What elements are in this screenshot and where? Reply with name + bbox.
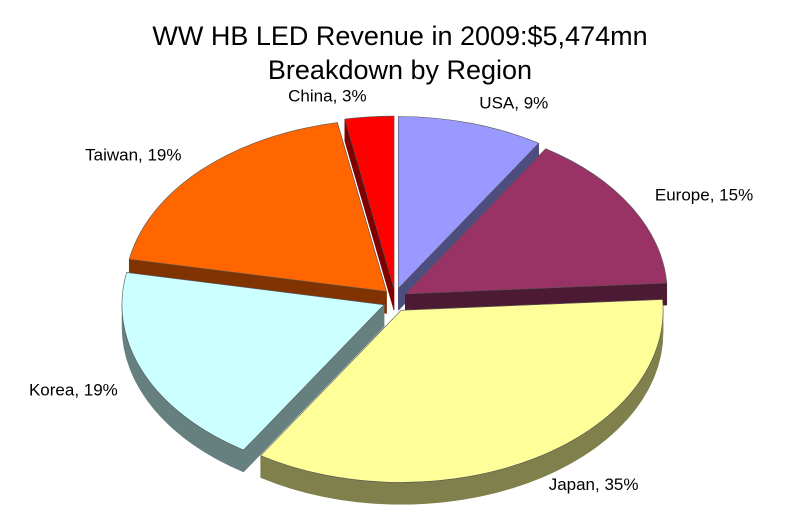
data-label: Korea, 19%	[29, 380, 118, 399]
data-label: USA, 9%	[479, 94, 548, 113]
slice	[398, 116, 540, 290]
data-label: Europe, 15%	[655, 186, 753, 205]
slice	[121, 272, 385, 451]
slice	[128, 122, 387, 292]
slice	[344, 115, 395, 289]
slice	[404, 148, 668, 295]
chart-subtitle: Breakdown by Region	[268, 55, 532, 85]
data-label: Japan, 35%	[549, 475, 639, 494]
slice	[260, 299, 664, 483]
data-label: China, 3%	[288, 86, 366, 105]
data-label: Taiwan, 19%	[85, 145, 181, 164]
chart-title: WW HB LED Revenue in 2009:$5,474mn	[152, 21, 647, 51]
